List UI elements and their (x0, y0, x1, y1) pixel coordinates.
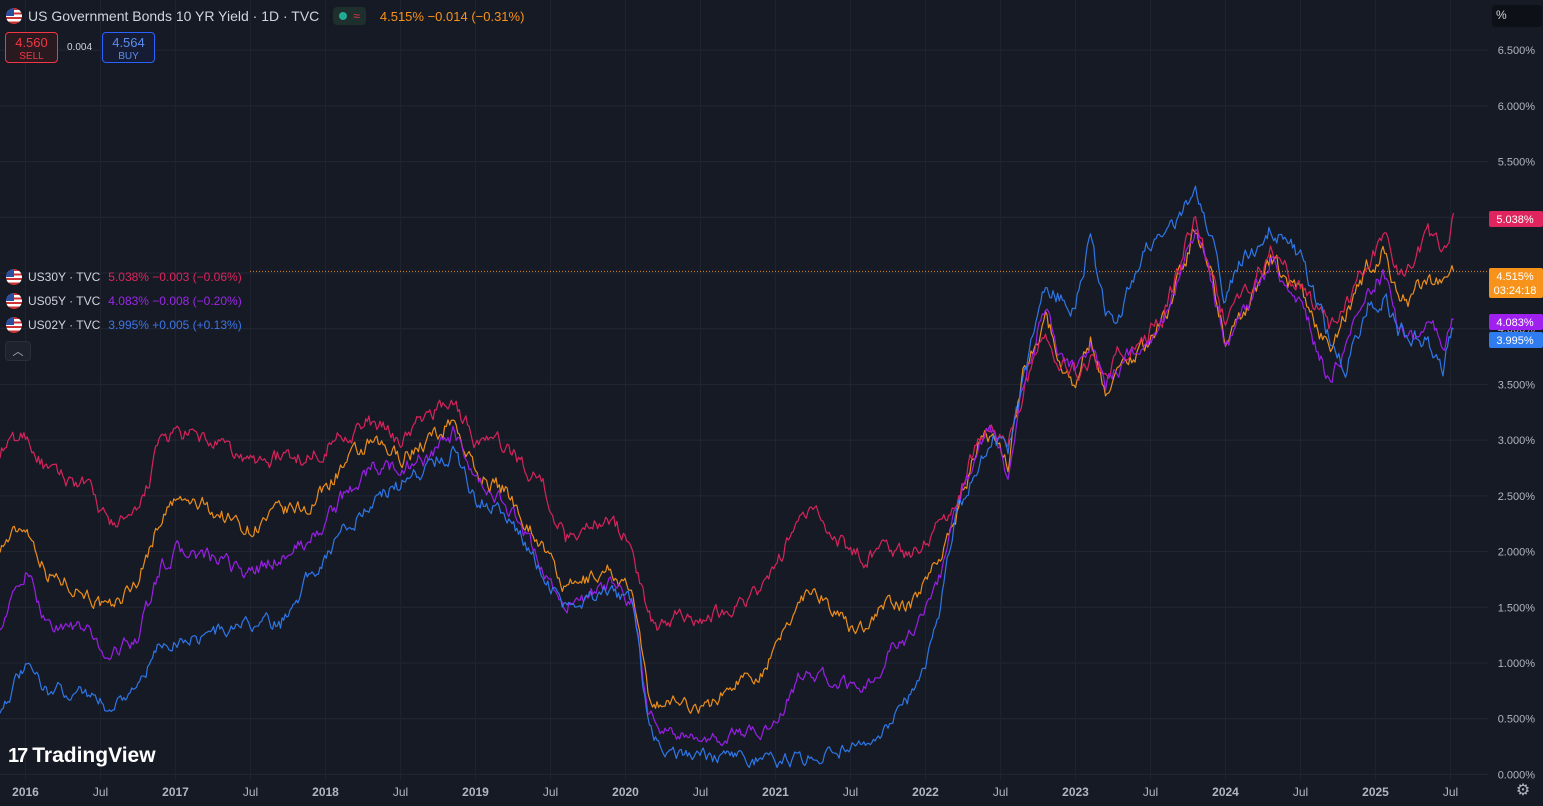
last-value-text: 3.995% (1496, 335, 1534, 347)
tradingview-logo-icon: 17 (8, 744, 28, 767)
x-tick-label: Jul (693, 785, 708, 799)
y-tick-label: 6.000% (1498, 101, 1536, 113)
legend-row-us05y[interactable]: US05Y · TVC 4.083% −0.008 (−0.20%) (6, 292, 242, 310)
x-tick-label: 2017 (162, 785, 189, 799)
series-line-us10y (0, 228, 1455, 714)
y-tick-label: 3.000% (1498, 435, 1536, 447)
y-tick-label: 2.000% (1498, 547, 1536, 559)
x-tick-label: Jul (843, 785, 858, 799)
y-tick-label: 1.000% (1498, 658, 1536, 670)
legend-symbol: US30Y · TVC (28, 270, 101, 284)
us-flag-icon (6, 317, 22, 333)
gear-icon[interactable]: ⚙ (1515, 782, 1531, 799)
main-symbol-title: US Government Bonds 10 YR Yield · 1D · T… (28, 8, 320, 24)
x-tick-label: 2018 (312, 785, 339, 799)
y-tick-label: 1.500% (1498, 602, 1536, 614)
legend-row-us02y[interactable]: US02Y · TVC 3.995% +0.005 (+0.13%) (6, 316, 242, 334)
chart-axes: 0.000% 0.500% 1.000% 1.500% 2.000% 2.500% 3.00… (12, 45, 1535, 799)
x-tick-label: Jul (543, 785, 558, 799)
y-tick-label: 3.500% (1498, 379, 1536, 391)
unit-selector[interactable]: % (1492, 5, 1542, 27)
x-tick-label: 2021 (762, 785, 789, 799)
x-tick-label: 2024 (1212, 785, 1239, 799)
buy-button[interactable]: 4.564 BUY (102, 32, 155, 63)
main-price-change: 4.515% −0.014 (−0.31%) (379, 8, 525, 24)
x-tick-label: 2019 (462, 785, 489, 799)
brand-name: TradingView (32, 744, 156, 767)
us-flag-icon (6, 8, 22, 24)
x-tick-label: 2023 (1062, 785, 1089, 799)
legend-values: 5.038% −0.003 (−0.06%) (108, 270, 242, 284)
last-value-tag (1489, 332, 1543, 348)
market-status-pill[interactable]: ≈ (333, 7, 366, 25)
x-tick-label: Jul (1143, 785, 1158, 799)
countdown-text: 03:24:18 (1494, 285, 1537, 297)
us-flag-icon (6, 269, 22, 285)
y-tick-label: 5.500% (1498, 157, 1536, 169)
chart-grid (0, 0, 1488, 780)
sell-value: 4.560 (15, 35, 48, 50)
y-tick-label: 2.500% (1498, 491, 1536, 503)
x-tick-label: 2016 (12, 785, 39, 799)
us-flag-icon (6, 293, 22, 309)
x-tick-label: Jul (993, 785, 1008, 799)
x-tick-label: Jul (243, 785, 258, 799)
buy-value: 4.564 (112, 35, 145, 50)
collapse-legend-button[interactable]: ︿ (5, 341, 31, 361)
y-tick-label: 0.500% (1498, 714, 1536, 726)
main-legend[interactable]: US Government Bonds 10 YR Yield · 1D · T… (6, 6, 524, 26)
y-tick-label: 6.500% (1498, 45, 1536, 57)
sell-button[interactable]: 4.560 SELL (5, 32, 58, 63)
x-tick-label: 2020 (612, 785, 639, 799)
series-line-us02y (0, 185, 1454, 769)
last-value-tags: 5.038% 4.515% 03:24:18 4.083% 3.995% (1489, 211, 1543, 348)
last-value-tag (1489, 268, 1543, 298)
x-tick-label: Jul (393, 785, 408, 799)
y-tick-label: 0.000% (1498, 769, 1536, 781)
spread-value: 0.004 (67, 42, 93, 53)
tradingview-logo: 17 TradingView (8, 744, 156, 768)
legend-values: 3.995% +0.005 (+0.13%) (108, 318, 242, 332)
chevron-up-icon: ︿ (12, 346, 24, 358)
wave-icon: ≈ (353, 9, 360, 23)
sell-label: SELL (19, 51, 44, 62)
last-value-text: 4.515% (1496, 271, 1534, 283)
last-value-text: 5.038% (1496, 214, 1534, 226)
x-tick-label: Jul (1293, 785, 1308, 799)
legend-values: 4.083% −0.008 (−0.20%) (108, 294, 242, 308)
x-tick-label: 2022 (912, 785, 939, 799)
x-tick-label: Jul (1443, 785, 1458, 799)
buy-label: BUY (118, 51, 139, 62)
x-tick-label: Jul (93, 785, 108, 799)
legend-row-us30y[interactable]: US30Y · TVC 5.038% −0.003 (−0.06%) (6, 268, 242, 286)
open-dot-icon (339, 12, 348, 20)
last-value-text: 4.083% (1496, 317, 1534, 329)
last-value-tag (1489, 314, 1543, 330)
legend-symbol: US02Y · TVC (28, 318, 101, 332)
chart-series-layer (0, 185, 1455, 769)
legend-symbol: US05Y · TVC (28, 294, 101, 308)
series-line-us05y (0, 229, 1454, 747)
last-value-tag (1489, 211, 1543, 227)
x-tick-label: 2025 (1362, 785, 1389, 799)
